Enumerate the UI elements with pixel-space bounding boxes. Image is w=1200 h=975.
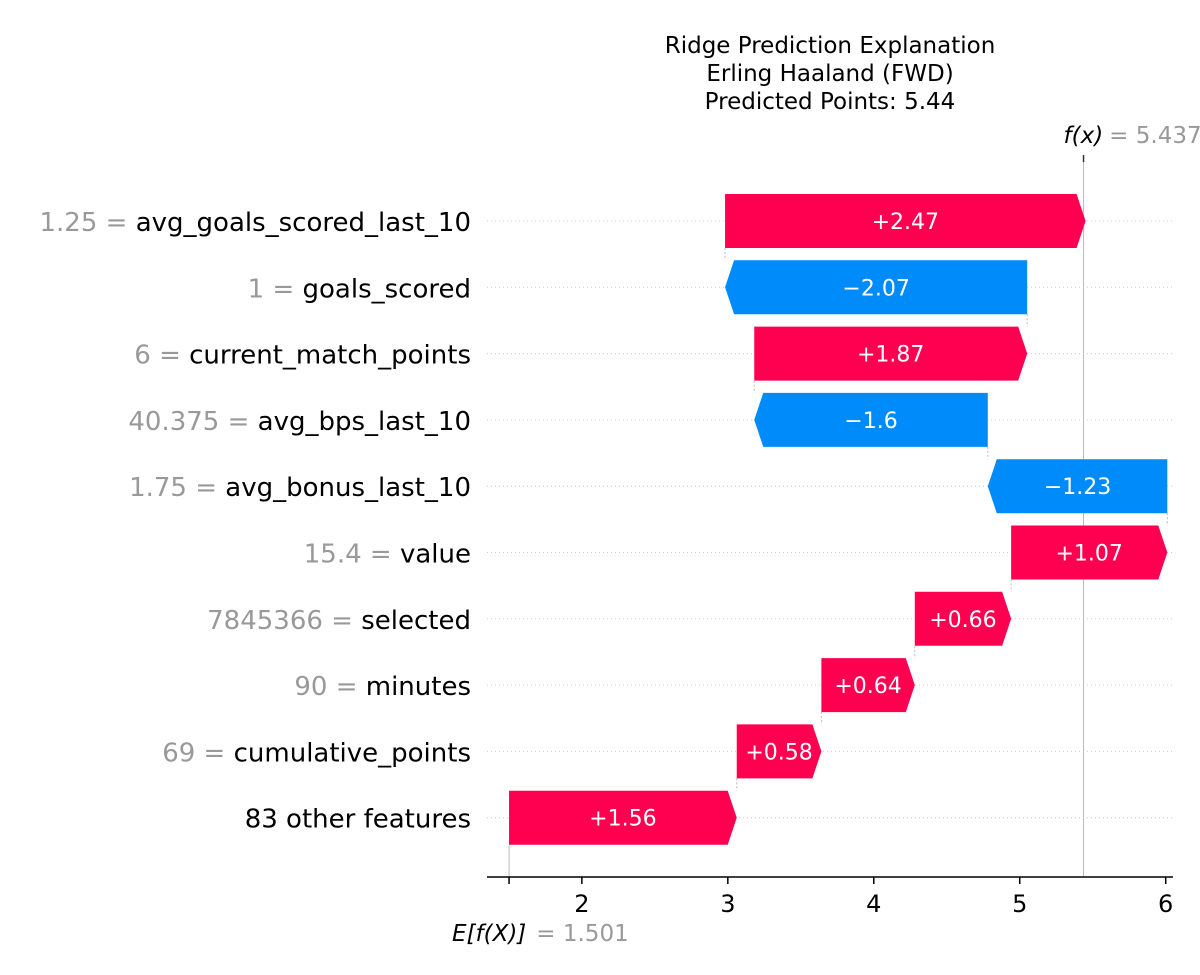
feature-name: minutes bbox=[366, 672, 471, 702]
feature-value: 90 = bbox=[294, 672, 365, 702]
chart-title-line-3: Predicted Points: 5.44 bbox=[704, 89, 956, 115]
x-tick-label: 5 bbox=[1012, 890, 1027, 918]
bar-label-2: −2.07 bbox=[842, 276, 909, 301]
bar-2 bbox=[725, 260, 1028, 315]
x-axis: 2 3 4 5 6 bbox=[487, 876, 1173, 918]
bar-label-1: +2.47 bbox=[872, 210, 939, 235]
feature-name: 83 other features bbox=[245, 805, 471, 835]
bar-3 bbox=[754, 326, 1028, 381]
feature-label-8: 90 = minutes bbox=[294, 672, 471, 702]
feature-value: 40.375 = bbox=[128, 407, 257, 437]
feature-name: cumulative_points bbox=[234, 738, 471, 768]
feature-value: 1 = bbox=[248, 274, 303, 304]
output-value-text: = 5.437 bbox=[1109, 123, 1200, 149]
feature-label-1: 1.25 = avg_goals_scored_last_10 bbox=[39, 208, 471, 238]
bar-9 bbox=[736, 724, 822, 779]
feature-name: value bbox=[400, 540, 471, 570]
feature-value: 1.75 = bbox=[129, 473, 225, 503]
bar-label-6: +1.07 bbox=[1056, 542, 1123, 567]
feature-name: avg_bonus_last_10 bbox=[225, 473, 471, 503]
bar-5 bbox=[987, 459, 1168, 514]
feature-label-10: 83 other features bbox=[245, 805, 471, 835]
x-tick-label: 6 bbox=[1158, 890, 1173, 918]
feature-value: 6 = bbox=[134, 341, 189, 371]
x-tick-label: 3 bbox=[720, 890, 735, 918]
bar-label-4: −1.6 bbox=[844, 409, 897, 434]
feature-name: avg_goals_scored_last_10 bbox=[136, 208, 471, 238]
bar-label-7: +0.66 bbox=[929, 608, 996, 633]
feature-label-6: 15.4 = value bbox=[304, 540, 471, 570]
feature-label-9: 69 = cumulative_points bbox=[162, 738, 471, 768]
output-value-label: f(x) = 5.437 bbox=[1064, 123, 1200, 149]
labels-layer: f(x) = 5.437 +2.47 1.25 = avg_goals_scored_… bbox=[39, 123, 1200, 947]
feature-label-2: 1 = goals_scored bbox=[248, 274, 471, 304]
base-label: E[f(X)] bbox=[452, 921, 526, 947]
bar-label-5: −1.23 bbox=[1044, 475, 1111, 500]
bar-7 bbox=[914, 591, 1012, 646]
feature-value: 15.4 = bbox=[304, 540, 400, 570]
feature-name: avg_bps_last_10 bbox=[258, 407, 471, 437]
bar-label-9: +0.58 bbox=[745, 740, 812, 765]
feature-label-4: 40.375 = avg_bps_last_10 bbox=[128, 407, 471, 437]
feature-name: current_match_points bbox=[189, 341, 471, 371]
feature-label-5: 1.75 = avg_bonus_last_10 bbox=[129, 473, 471, 503]
base-value-text: = 1.501 bbox=[536, 921, 628, 947]
bar-label-8: +0.64 bbox=[834, 674, 901, 699]
bar-label-10: +1.56 bbox=[589, 807, 656, 832]
x-tick-label: 2 bbox=[574, 890, 589, 918]
bar-1 bbox=[725, 194, 1086, 248]
grid-layer bbox=[487, 155, 1173, 877]
bars-layer bbox=[509, 194, 1168, 845]
chart-title-line-1: Ridge Prediction Explanation bbox=[664, 33, 996, 59]
bar-8 bbox=[821, 658, 915, 713]
feature-value: 69 = bbox=[162, 738, 233, 768]
bar-10 bbox=[509, 790, 737, 845]
feature-value: 7845366 = bbox=[207, 606, 361, 636]
bar-6 bbox=[1011, 525, 1168, 580]
bar-4 bbox=[754, 392, 988, 447]
chart-title-line-2: Erling Haaland (FWD) bbox=[706, 61, 954, 87]
chart-title: Ridge Prediction Explanation Erling Haal… bbox=[530, 32, 1130, 116]
feature-label-3: 6 = current_match_points bbox=[134, 341, 471, 371]
base-value-label: E[f(X)] = 1.501 bbox=[452, 921, 629, 947]
feature-value: 1.25 = bbox=[39, 208, 135, 238]
feature-name: goals_scored bbox=[303, 274, 471, 304]
bar-label-3: +1.87 bbox=[857, 343, 924, 368]
x-tick-label: 4 bbox=[866, 890, 881, 918]
output-label: f(x) bbox=[1064, 123, 1104, 149]
feature-name: selected bbox=[361, 606, 471, 636]
feature-label-7: 7845366 = selected bbox=[207, 606, 471, 636]
